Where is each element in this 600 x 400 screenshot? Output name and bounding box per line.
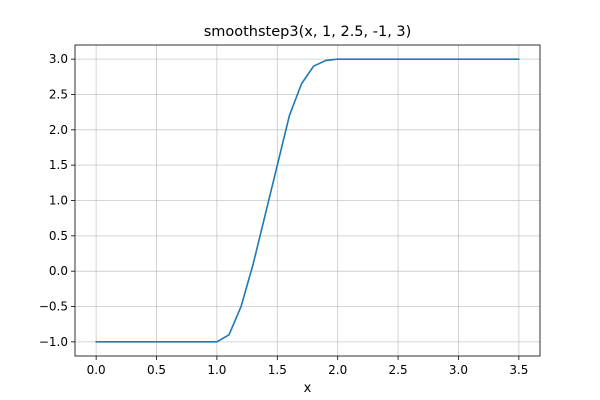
y-tick-label: 1.0 (49, 194, 68, 208)
grid (75, 45, 540, 356)
y-tick-label: −0.5 (39, 300, 68, 314)
x-tick-label: 2.0 (328, 363, 347, 377)
y-tick-label: 2.0 (49, 123, 68, 137)
y-tick-label: 0.0 (49, 264, 68, 278)
chart-title: smoothstep3(x, 1, 2.5, -1, 3) (204, 24, 412, 40)
y-axis: −1.0 −0.5 0.0 0.5 1.0 1.5 2.0 2.5 3.0 (39, 52, 75, 349)
x-tick-label: 3.0 (449, 363, 468, 377)
x-axis-title: x (304, 381, 312, 396)
x-axis: 0.0 0.5 1.0 1.5 2.0 2.5 3.0 3.5 (87, 356, 528, 377)
y-tick-label: 0.5 (49, 229, 68, 243)
y-tick-label: −1.0 (39, 335, 68, 349)
x-tick-label: 1.0 (207, 363, 226, 377)
x-tick-label: 2.5 (389, 363, 408, 377)
y-tick-label: 2.5 (49, 87, 68, 101)
series-layer (95, 58, 520, 343)
series-line (95, 58, 520, 343)
y-tick-label: 1.5 (49, 158, 68, 172)
x-tick-label: 0.5 (147, 363, 166, 377)
x-tick-label: 1.5 (268, 363, 287, 377)
y-tick-label: 3.0 (49, 52, 68, 66)
x-tick-label: 3.5 (509, 363, 528, 377)
x-tick-label: 0.0 (87, 363, 106, 377)
